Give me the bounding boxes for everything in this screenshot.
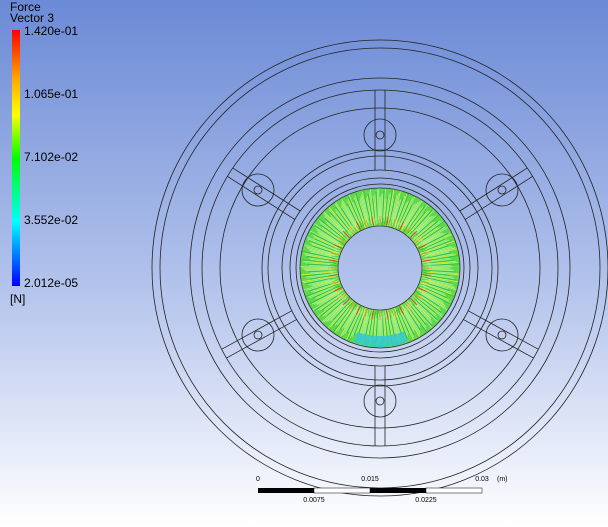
legend-unit: [N]: [10, 292, 25, 306]
legend-label: 1.420e-01: [24, 24, 78, 38]
scale-segment: [258, 488, 314, 493]
scale-label: 0.015: [361, 476, 379, 483]
scale-segment: [314, 488, 370, 493]
legend-label: 1.065e-01: [24, 87, 78, 101]
legend-label: 7.102e-02: [24, 150, 78, 164]
vector-low: [384, 336, 385, 347]
viewport: Force Vector 3 1.420e-011.065e-017.102e-…: [0, 0, 608, 527]
vector-low: [376, 336, 377, 347]
scale-label: 0.0225: [415, 497, 437, 504]
scale-segment: [370, 488, 426, 493]
page: Force Vector 3 1.420e-011.065e-017.102e-…: [0, 0, 608, 527]
scale-label: 0.03: [475, 476, 489, 483]
scale-segment: [426, 488, 482, 493]
vector: [304, 269, 335, 270]
legend-variable: Vector 3: [10, 11, 54, 25]
color-bar: [12, 30, 20, 286]
scale-label: 0: [256, 476, 260, 483]
scale-label: 0.0075: [303, 497, 325, 504]
vector: [300, 267, 331, 268]
legend-label: 3.552e-02: [24, 213, 78, 227]
scale-unit: (m): [497, 476, 508, 483]
legend-label: 2.012e-05: [24, 276, 78, 290]
